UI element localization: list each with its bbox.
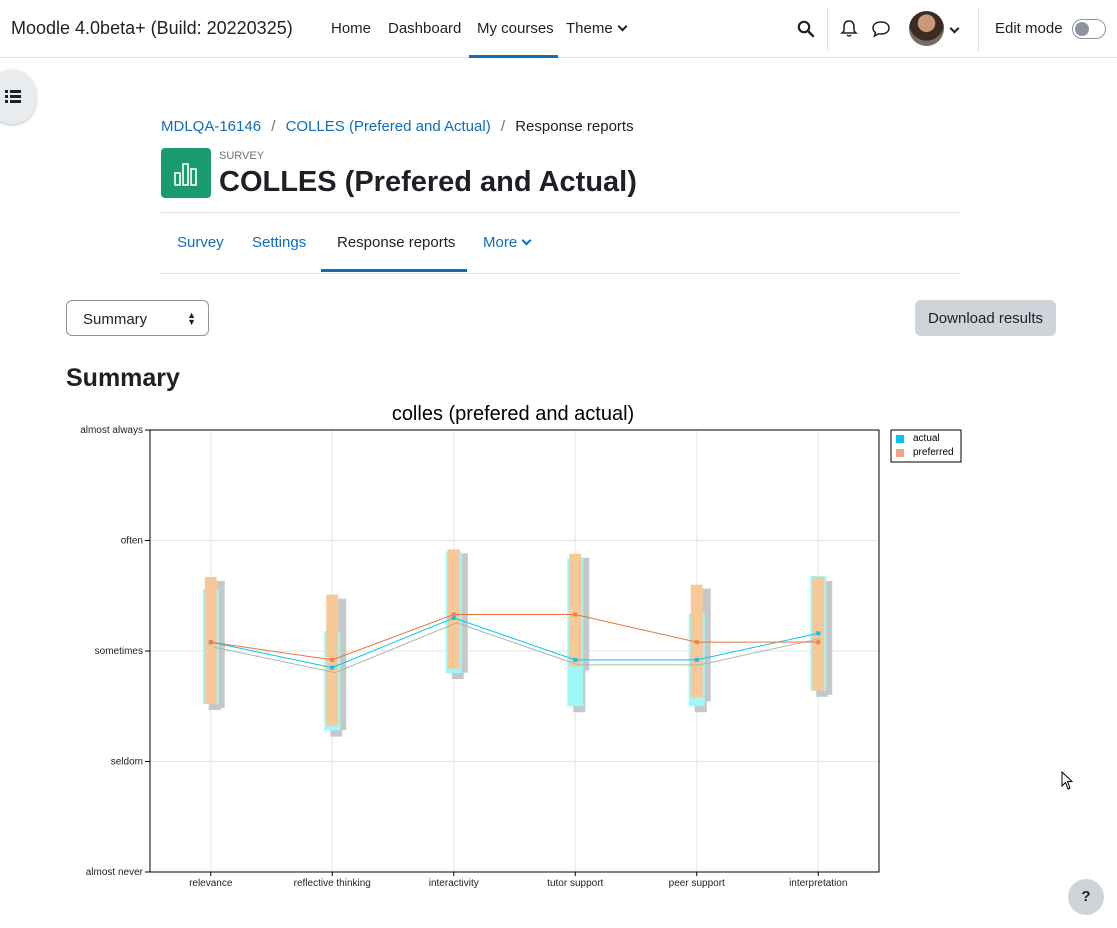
navbar-separator (978, 7, 979, 51)
chevron-down-icon (521, 235, 532, 246)
preferred-point (573, 612, 578, 617)
tab-active-indicator (321, 269, 467, 272)
preferred-point (816, 640, 821, 645)
chevron-down-icon (617, 21, 628, 32)
legend-label-preferred: preferred (913, 447, 954, 458)
chat-bubble-icon[interactable] (871, 20, 891, 38)
tab-settings[interactable]: Settings (252, 234, 307, 251)
nav-my-courses[interactable]: My courses (477, 20, 554, 37)
x-tick-label: peer support (669, 878, 725, 889)
report-type-select[interactable]: Summary ▲ ▼ (66, 300, 209, 336)
site-brand[interactable]: Moodle 4.0beta+ (Build: 20220325) (11, 18, 293, 38)
preferred-range-bar (447, 549, 460, 669)
tab-more[interactable]: More (483, 234, 532, 251)
chart-legend: actual preferred (890, 429, 962, 463)
x-tick-label: interactivity (429, 878, 479, 889)
tab-survey[interactable]: Survey (177, 234, 224, 251)
user-avatar[interactable] (909, 11, 944, 46)
actual-point (451, 615, 456, 620)
actual-point (330, 665, 335, 670)
survey-activity-icon (161, 148, 211, 198)
help-button[interactable]: ? (1068, 879, 1104, 915)
report-type-value: Summary (83, 311, 148, 328)
breadcrumb-separator: / (500, 118, 506, 135)
colles-summary-chart: colles (prefered and actual) almost neve… (80, 403, 962, 889)
actual-line-shadow (213, 622, 822, 674)
preferred-series-line (210, 614, 819, 661)
x-tick-label: tutor support (547, 878, 603, 889)
legend-swatch-preferred (896, 449, 904, 457)
user-menu-chevron-icon[interactable] (949, 23, 960, 34)
chart-title: colles (prefered and actual) (392, 403, 634, 425)
edit-mode-label: Edit mode (995, 20, 1063, 37)
download-results-button[interactable]: Download results (915, 300, 1056, 336)
y-tick-label: almost never (86, 867, 144, 878)
nav-active-indicator (469, 55, 558, 58)
tab-more-label: More (483, 234, 518, 251)
x-tick-label: reflective thinking (294, 878, 371, 889)
legend-label-actual: actual (913, 433, 940, 444)
preferred-range-bar (569, 553, 582, 667)
tab-response-reports[interactable]: Response reports (337, 234, 456, 251)
y-tick-label: almost always (80, 425, 143, 436)
bell-icon[interactable] (840, 19, 858, 38)
preferred-point (208, 640, 213, 645)
navbar-separator (827, 7, 828, 51)
preferred-point (694, 640, 699, 645)
page-title: COLLES (Prefered and Actual) (219, 166, 637, 198)
actual-point (694, 657, 699, 662)
divider (160, 212, 961, 213)
top-navbar: Moodle 4.0beta+ (Build: 20220325) Home D… (0, 0, 1117, 58)
x-tick-label: interpretation (789, 878, 847, 889)
select-arrows-icon: ▲ ▼ (187, 310, 196, 327)
breadcrumb-course[interactable]: MDLQA-16146 (161, 118, 262, 135)
y-tick-label: sometimes (95, 646, 143, 657)
breadcrumb-activity[interactable]: COLLES (Prefered and Actual) (285, 118, 491, 135)
nav-dashboard[interactable]: Dashboard (388, 20, 462, 37)
nav-home[interactable]: Home (331, 20, 372, 37)
x-tick-label: relevance (189, 878, 233, 889)
section-heading: Summary (66, 364, 180, 392)
nav-theme-label: Theme (566, 20, 613, 37)
bar-chart-icon (174, 163, 197, 186)
y-tick-label: often (121, 536, 143, 547)
breadcrumb: MDLQA-16146 / COLLES (Prefered and Actua… (161, 118, 634, 135)
edit-mode-toggle[interactable] (1072, 19, 1106, 39)
search-icon[interactable] (797, 20, 815, 38)
activity-type-label: SURVEY (219, 150, 265, 162)
breadcrumb-current: Response reports (515, 118, 634, 135)
actual-point (573, 657, 578, 662)
actual-series-line (210, 617, 819, 669)
preferred-point (330, 657, 335, 662)
breadcrumb-separator: / (271, 118, 276, 135)
nav-theme[interactable]: Theme (566, 20, 628, 37)
y-tick-label: seldom (111, 757, 143, 768)
legend-swatch-actual (896, 435, 904, 443)
preferred-point (451, 612, 456, 617)
course-index-toggle[interactable] (0, 70, 36, 124)
divider (160, 273, 961, 274)
list-icon (5, 90, 21, 103)
actual-point (816, 631, 821, 636)
mouse-cursor-icon (1061, 771, 1074, 790)
